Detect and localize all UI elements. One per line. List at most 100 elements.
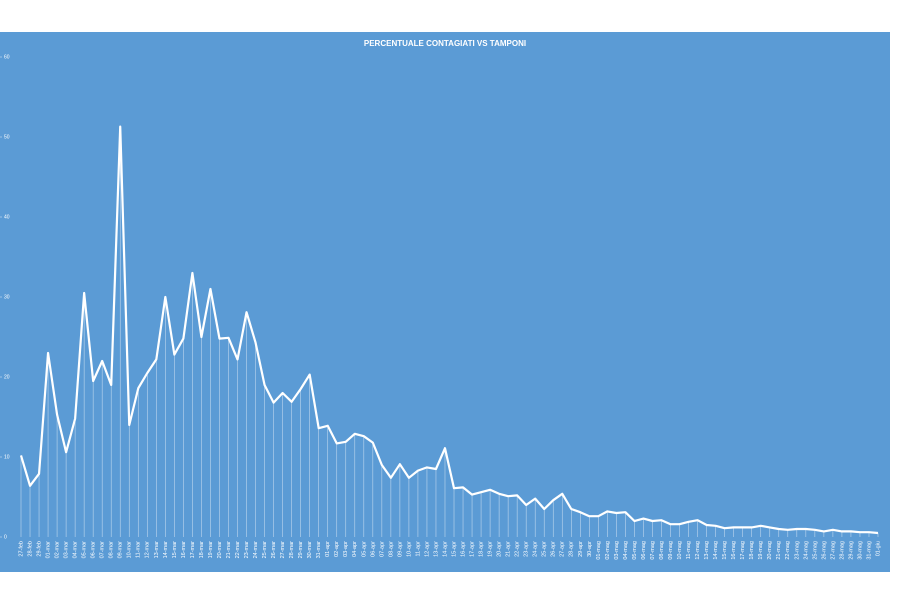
x-tick-label: 22-apr bbox=[515, 541, 521, 557]
x-tick-label: 09-mar bbox=[118, 541, 124, 559]
x-tick-label: 10-mag bbox=[677, 541, 683, 560]
x-tick-label: 24-apr bbox=[533, 541, 539, 557]
x-tick-label: 04-mag bbox=[623, 541, 629, 560]
x-tick-label: 02-apr bbox=[334, 541, 340, 557]
x-tick-label: 23-apr bbox=[524, 541, 530, 557]
x-tick-label: 01-mag bbox=[596, 541, 602, 560]
x-tick-label: 21-mag bbox=[776, 541, 782, 560]
x-tick-label: 29-mag bbox=[848, 541, 854, 560]
x-tick-label: 10-apr bbox=[406, 541, 412, 557]
x-tick-label: 14-apr bbox=[442, 541, 448, 557]
x-tick-label: 23-mar bbox=[244, 541, 250, 559]
x-tick-label: 24-mag bbox=[803, 541, 809, 560]
x-tick-label: 11-mar bbox=[136, 541, 142, 558]
x-tick-label: 14-mag bbox=[713, 541, 719, 560]
x-tick-label: 08-mar bbox=[109, 541, 115, 559]
x-tick-label: 28-mar bbox=[289, 541, 295, 559]
x-tick-label: 06-mar bbox=[91, 541, 97, 559]
x-tick-label: 04-mar bbox=[73, 541, 79, 559]
x-tick-label: 26-apr bbox=[551, 541, 557, 557]
x-tick-label: 17-apr bbox=[470, 541, 476, 557]
x-tick-label: 06-mag bbox=[641, 541, 647, 560]
x-tick-label: 25-mag bbox=[812, 541, 818, 560]
x-tick-label: 24-mar bbox=[253, 541, 259, 559]
y-tick-label: 40 bbox=[4, 214, 10, 220]
x-tick-label: 13-mar bbox=[154, 541, 160, 559]
x-tick-label: 09-mag bbox=[668, 541, 674, 560]
x-tick-label: 02-mar bbox=[55, 541, 61, 559]
x-tick-label: 31-mar bbox=[316, 541, 322, 559]
x-tick-label: 30-mag bbox=[857, 541, 863, 560]
x-tick-label: 22-mar bbox=[235, 541, 241, 559]
x-tick-label: 18-apr bbox=[479, 541, 485, 557]
x-tick-label: 21-apr bbox=[506, 541, 512, 557]
x-tick-label: 06-apr bbox=[370, 541, 376, 557]
x-tick-label: 07-apr bbox=[379, 541, 385, 557]
x-tick-label: 02-mag bbox=[605, 541, 611, 560]
x-tick-label: 01-giu bbox=[875, 541, 881, 556]
x-tick-label: 16-apr bbox=[460, 541, 466, 557]
y-tick-label: 60 bbox=[4, 54, 10, 60]
x-tick-label: 28-apr bbox=[569, 541, 575, 557]
x-tick-label: 14-mar bbox=[163, 541, 169, 559]
x-tick-label: 25-mar bbox=[262, 541, 268, 559]
x-tick-label: 30-mar bbox=[307, 541, 313, 559]
x-tick-label: 27-apr bbox=[560, 541, 566, 557]
y-tick-label: 0 bbox=[4, 534, 7, 540]
x-tick-label: 15-mag bbox=[722, 541, 728, 560]
x-tick-label: 29-apr bbox=[578, 541, 584, 557]
x-tick-label: 27-mar bbox=[280, 541, 286, 559]
x-tick-label: 19-mar bbox=[208, 541, 214, 559]
x-tick-label: 12-mag bbox=[695, 541, 701, 560]
x-tick-label: 20-mar bbox=[217, 541, 223, 559]
x-tick-label: 03-apr bbox=[343, 541, 349, 557]
x-tick-label: 31-mag bbox=[866, 541, 872, 560]
x-tick-label: 16-mag bbox=[731, 541, 737, 560]
x-tick-label: 07-mag bbox=[650, 541, 656, 560]
x-tick-label: 05-apr bbox=[361, 541, 367, 557]
x-tick-label: 19-apr bbox=[488, 541, 494, 557]
x-tick-label: 12-mar bbox=[145, 541, 151, 559]
x-tick-label: 26-mar bbox=[271, 541, 277, 559]
x-tick-label: 01-mar bbox=[46, 541, 52, 559]
x-tick-label: 30-apr bbox=[587, 541, 593, 557]
x-tick-label: 01-apr bbox=[325, 541, 331, 557]
x-tick-label: 09-apr bbox=[397, 541, 403, 557]
x-tick-label: 08-mag bbox=[659, 541, 665, 560]
x-tick-label: 27-feb bbox=[18, 541, 24, 557]
x-tick-label: 27-mag bbox=[830, 541, 836, 560]
x-tick-label: 20-mag bbox=[767, 541, 773, 560]
chart-title: PERCENTUALE CONTAGIATI VS TAMPONI bbox=[364, 39, 526, 48]
x-tick-label: 17-mar bbox=[190, 541, 196, 559]
x-tick-label: 22-mag bbox=[785, 541, 791, 560]
x-tick-label: 18-mag bbox=[749, 541, 755, 560]
x-tick-label: 05-mag bbox=[632, 541, 638, 560]
x-tick-label: 17-mag bbox=[740, 541, 746, 560]
data-line bbox=[19, 125, 879, 535]
x-tick-label: 18-mar bbox=[199, 541, 205, 559]
x-tick-label: 21-mar bbox=[226, 541, 232, 559]
x-tick-label: 28-feb bbox=[27, 541, 33, 557]
x-tick-label: 28-mag bbox=[839, 541, 845, 560]
x-tick-label: 13-apr bbox=[433, 541, 439, 557]
x-tick-label: 20-apr bbox=[497, 541, 503, 557]
x-tick-label: 03-mar bbox=[64, 541, 70, 559]
x-tick-label: 16-mar bbox=[181, 541, 187, 559]
x-tick-label: 05-mar bbox=[82, 541, 88, 559]
x-tick-label: 15-apr bbox=[451, 541, 457, 557]
x-tick-label: 26-mag bbox=[821, 541, 827, 560]
x-tick-label: 19-mag bbox=[758, 541, 764, 560]
x-tick-label: 25-apr bbox=[542, 541, 548, 557]
x-tick-label: 11-apr bbox=[415, 541, 421, 557]
y-tick-label: 10 bbox=[4, 454, 10, 460]
x-tick-label: 07-mar bbox=[100, 541, 106, 559]
x-tick-label: 23-mag bbox=[794, 541, 800, 560]
x-tick-label: 15-mar bbox=[172, 541, 178, 559]
x-tick-label: 10-mar bbox=[127, 541, 133, 559]
x-tick-label: 04-apr bbox=[352, 541, 358, 557]
x-tick-label: 29-mar bbox=[298, 541, 304, 559]
y-tick-label: 30 bbox=[4, 294, 10, 300]
y-tick-label: 20 bbox=[4, 374, 10, 380]
